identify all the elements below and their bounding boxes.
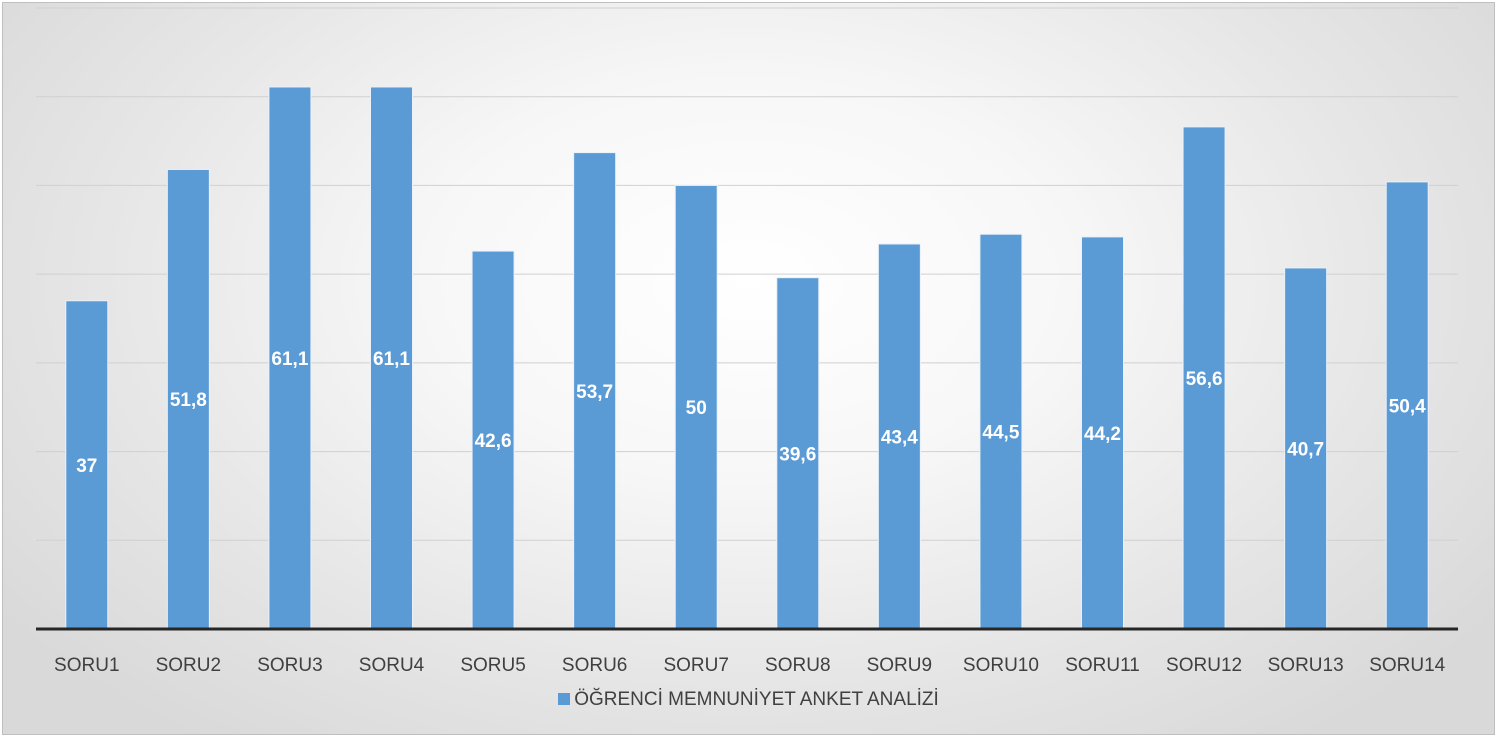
bar-soru5 xyxy=(471,250,515,630)
gridlines xyxy=(36,7,1458,541)
x-tick-label-soru11: SORU11 xyxy=(1065,655,1140,676)
data-label-soru2: 51,8 xyxy=(170,390,207,411)
data-label-soru7: 50 xyxy=(686,398,707,419)
bar-soru12 xyxy=(1182,126,1226,630)
x-tick-label-soru14: SORU14 xyxy=(1369,655,1445,676)
x-axis-tick-labels: SORU1 SORU2 SORU3 SORU4 SORU5 SORU6 SORU7 SORU8… xyxy=(54,655,1446,676)
x-tick-label-soru3: SORU3 xyxy=(257,655,322,676)
x-tick-label-soru12: SORU12 xyxy=(1166,655,1242,676)
bar-soru6 xyxy=(573,152,617,630)
data-label-soru9: 43,4 xyxy=(881,427,918,448)
x-tick-label-soru4: SORU4 xyxy=(359,655,425,676)
x-tick-label-soru6: SORU6 xyxy=(562,655,627,676)
x-tick-label-soru5: SORU5 xyxy=(460,655,525,676)
bar-soru3 xyxy=(268,86,312,630)
data-label-soru11: 44,2 xyxy=(1084,424,1121,445)
data-label-soru6: 53,7 xyxy=(576,382,613,403)
legend: ÖĞRENCİ MEMNUNİYET ANKET ANALİZİ xyxy=(3,689,1494,711)
bar-soru4 xyxy=(370,86,413,630)
data-label-soru8: 39,6 xyxy=(779,444,816,465)
legend-swatch xyxy=(558,693,571,705)
x-tick-label-soru2: SORU2 xyxy=(156,655,221,676)
x-tick-label-soru10: SORU10 xyxy=(963,655,1039,676)
bar-soru8 xyxy=(776,277,820,630)
bar-soru11 xyxy=(1081,236,1124,630)
data-label-soru14: 50,4 xyxy=(1389,396,1426,417)
bar-chart: 37 51,8 61,1 61,1 42,6 53,7 50 39,6 43,4 44,5 44,2… xyxy=(36,7,1458,676)
data-label-soru5: 42,6 xyxy=(475,431,512,452)
bar-soru2 xyxy=(166,168,210,630)
data-label-soru1: 37 xyxy=(76,456,97,477)
data-label-soru13: 40,7 xyxy=(1287,439,1324,460)
data-label-soru4: 61,1 xyxy=(373,349,410,370)
data-label-soru10: 44,5 xyxy=(982,423,1019,444)
bar-soru7 xyxy=(674,184,718,630)
data-label-soru12: 56,6 xyxy=(1186,369,1223,390)
bar-soru14 xyxy=(1385,181,1429,630)
bars xyxy=(65,86,1429,630)
bar-soru10 xyxy=(979,233,1023,630)
legend-label: ÖĞRENCİ MEMNUNİYET ANKET ANALİZİ xyxy=(574,689,939,710)
x-tick-label-soru7: SORU7 xyxy=(663,655,728,676)
data-labels: 37 51,8 61,1 61,1 42,6 53,7 50 39,6 43,4 44,5 44,2… xyxy=(76,349,1426,477)
data-label-soru3: 61,1 xyxy=(271,349,308,370)
x-tick-label-soru1: SORU1 xyxy=(54,655,119,676)
x-tick-label-soru9: SORU9 xyxy=(867,655,932,676)
bar-soru13 xyxy=(1284,267,1328,630)
x-tick-label-soru8: SORU8 xyxy=(765,655,830,676)
x-tick-label-soru13: SORU13 xyxy=(1268,655,1344,676)
